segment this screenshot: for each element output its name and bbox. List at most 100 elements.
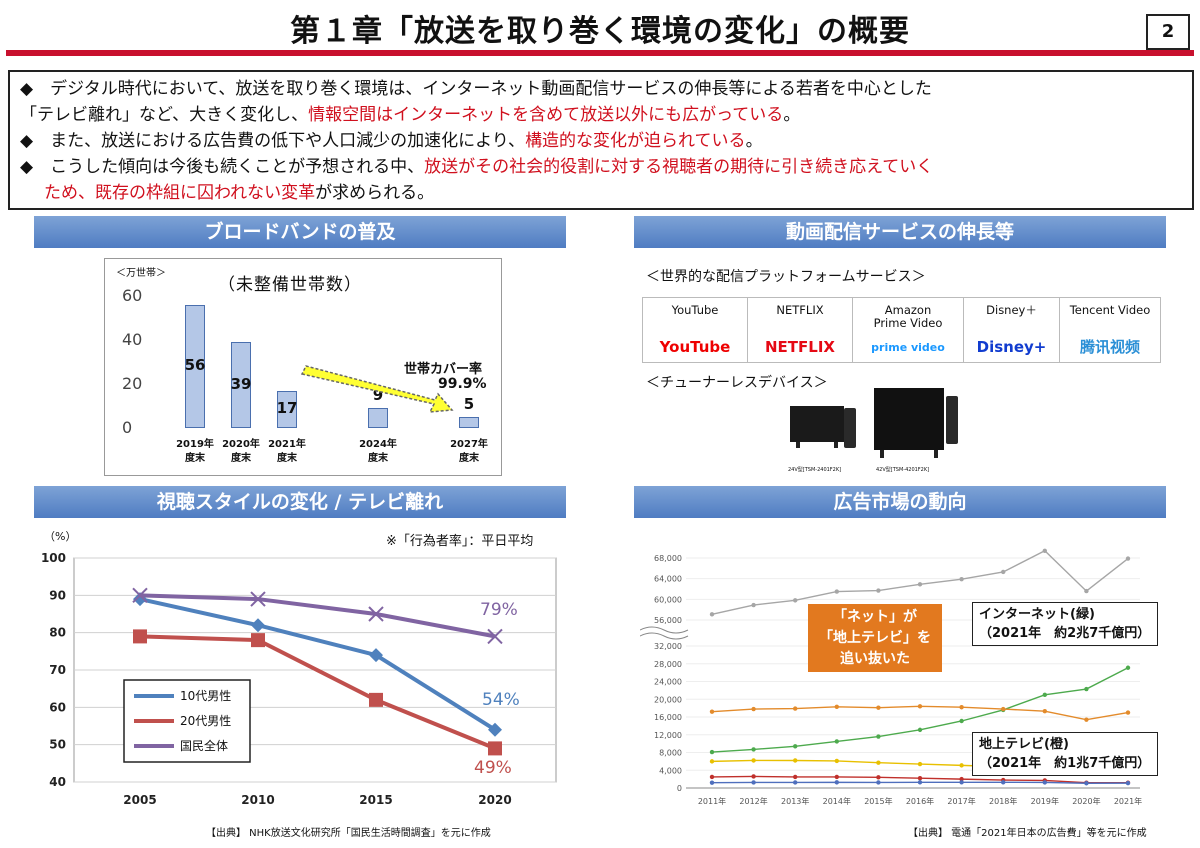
- ad-point: [709, 780, 715, 785]
- viewing-point: [368, 606, 384, 622]
- platform-cell: YouTube YouTube: [642, 297, 748, 363]
- ad-point: [751, 758, 756, 763]
- broadband-bar-value: 9: [372, 386, 384, 405]
- ad-point: [959, 780, 964, 785]
- ad-point: [709, 774, 715, 780]
- broadband-unit: ＜万世帯＞: [116, 268, 166, 279]
- ad-x-tick: 2020年: [1072, 796, 1100, 806]
- ad-point: [709, 709, 715, 714]
- ad-point: [1042, 692, 1047, 698]
- broadband-bar: [185, 304, 205, 428]
- broadband-bar: [277, 390, 297, 428]
- platform-logo: Disney+: [976, 338, 1047, 356]
- viewing-y-tick: 80: [49, 626, 66, 640]
- callout-box: 「ネット」が 「地上テレビ」を 追い抜いた: [808, 604, 942, 672]
- viewing-point: [250, 591, 266, 607]
- ad-point: [917, 780, 923, 785]
- ad-point: [793, 706, 798, 711]
- viewing-rate-chart: 40 50 60 70 80 90 100 2005 2010 2015 2020 10代男性 20代男…: [41, 551, 557, 807]
- broadband-y-tick: 0: [122, 418, 133, 437]
- broadband-bar-value: 5: [463, 395, 475, 413]
- ad-y-tick: 32,000: [654, 642, 682, 651]
- tv-leg: [796, 442, 800, 448]
- ad-point: [1125, 556, 1131, 561]
- viewing-point: [133, 592, 147, 607]
- legend-label: 国民全体: [180, 738, 228, 753]
- ad-point: [1042, 548, 1047, 553]
- ad-y-tick: 12,000: [654, 731, 682, 740]
- broadband-x-label: 2020年 度末: [222, 439, 260, 464]
- viewing-y-tick: 50: [49, 738, 66, 752]
- ad-point: [751, 774, 756, 779]
- legend-label: 10代男性: [180, 689, 231, 703]
- broadband-bar-value: 17: [276, 399, 298, 418]
- tv-small-caption: 24V型[TSM-2401F2K]: [788, 467, 842, 473]
- ad-x-tick: 2016年: [906, 796, 934, 806]
- viewing-note: ※「行為者率」：平日平均: [386, 534, 534, 549]
- summary-box: ◆ デジタル時代において、放送を取り巻く環境は、インターネット動画配信サービスの…: [8, 70, 1194, 210]
- platform-name: Amazon Prime Video: [873, 303, 943, 330]
- viewing-y-tick: 100: [41, 551, 66, 565]
- legend-label: 20代男性: [180, 714, 231, 728]
- ad-point: [751, 706, 756, 712]
- viewing-point: [133, 629, 147, 644]
- page-title: 第１章「放送を取り巻く環境の変化」の概要: [290, 14, 910, 49]
- ad-point: [1001, 569, 1006, 575]
- summary-text: 。: [783, 105, 801, 125]
- platform-logo: prime video: [871, 341, 945, 354]
- ad-y-tick: 4,000: [659, 766, 682, 775]
- viewing-x-tick: 2020: [478, 793, 511, 807]
- tv-leg: [934, 450, 938, 458]
- ad-point: [709, 612, 715, 617]
- broadband-x-label: 2024年 度末: [359, 439, 397, 464]
- broadband-y-tick: 20: [122, 374, 143, 393]
- tv-leg: [880, 450, 884, 458]
- ad-y-tick: 28,000: [654, 660, 682, 669]
- summary-line-2: 「テレビ離れ」など、大きく変化し、情報空間はインターネットを含めて放送以外にも広…: [20, 102, 1182, 128]
- ad-point: [959, 763, 964, 768]
- viewing-source: 【出典】 NHK放送文化研究所「国民生活時間調査」を元に作成: [206, 828, 491, 839]
- ad-point: [876, 775, 881, 780]
- viewing-point: [488, 722, 502, 737]
- label-49: 49%: [474, 758, 512, 778]
- ad-point: [751, 747, 756, 752]
- ad-x-tick: 2011年: [698, 796, 726, 806]
- viewing-point: [132, 587, 148, 604]
- platform-name: Tencent Video: [1069, 303, 1151, 317]
- ad-point: [876, 760, 881, 765]
- ad-point: [1084, 686, 1089, 692]
- ad-point: [876, 734, 881, 739]
- broadband-subtitle: （未整備世帯数）: [218, 275, 362, 295]
- ad-y-tick: 24,000: [654, 678, 682, 687]
- ad-point: [1084, 717, 1089, 722]
- summary-text: が求められる。: [315, 183, 435, 203]
- ad-x-tick: 2015年: [864, 796, 892, 806]
- broadband-bar-value: 56: [184, 356, 206, 375]
- summary-text: 「テレビ離れ」など、大きく変化し、: [20, 105, 309, 125]
- platform-name: Disney＋: [986, 303, 1037, 317]
- ad-point: [834, 758, 839, 764]
- viewing-point: [488, 741, 502, 756]
- ad-x-tick: 2021年: [1114, 796, 1142, 806]
- ad-point: [917, 776, 923, 781]
- platforms-heading: ＜世界的な配信プラットフォームサービス＞: [646, 269, 926, 285]
- viewing-unit: （%）: [44, 530, 77, 543]
- tv-large-screen: [874, 388, 944, 450]
- ad-y-tick: 20,000: [654, 695, 682, 704]
- tv-label: 地上テレビ(橙) （2021年 約1兆7千億円）: [972, 732, 1158, 776]
- broadband-chart: [104, 258, 502, 476]
- platform-name: NETFLIX: [776, 303, 824, 317]
- internet-label: インターネット(緑) （2021年 約2兆7千億円）: [972, 602, 1158, 646]
- summary-highlight: ため、既存の枠組に囚われない変革: [44, 183, 316, 203]
- ad-point: [1084, 781, 1089, 786]
- remote-icon: [844, 408, 856, 448]
- summary-line-4: ◆ こうした傾向は今後も続くことが予想される中、放送がその社会的役割に対する視聴…: [20, 154, 1182, 180]
- ad-y-tick: 16,000: [654, 713, 682, 722]
- tunerless-tv-illustration: [790, 388, 958, 458]
- platform-logo: YouTube: [659, 338, 731, 356]
- ad-point: [793, 780, 798, 785]
- section-viewing-style: 視聴スタイルの変化 / テレビ離れ: [34, 486, 566, 518]
- ad-point: [917, 761, 923, 767]
- coverage-value: 99.9%: [438, 376, 487, 392]
- remote-icon: [946, 396, 958, 444]
